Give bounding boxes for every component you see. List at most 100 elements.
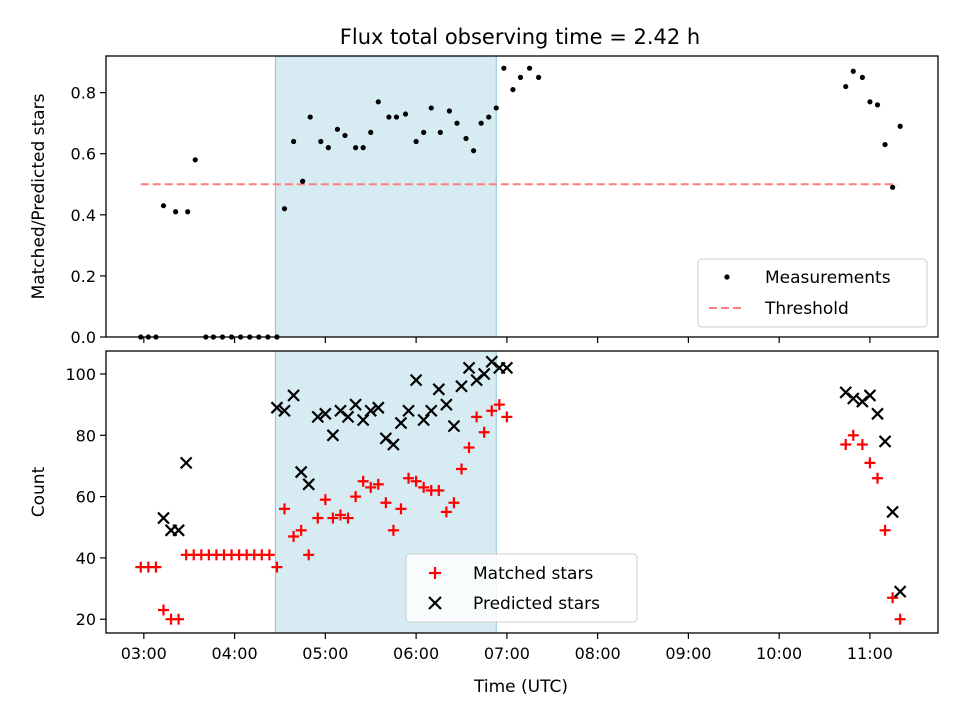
measurement-point [526,65,533,71]
y-tick-label: 0.0 [71,328,96,347]
y-tick-label: 60 [76,488,96,507]
measurement-point [850,68,856,74]
x-axis-label: Time (UTC) [473,677,568,697]
bottom-x-axis-ticks: 03:00 04:00 05:00 06:00 07:00 08:00 09:00 10:00… [121,633,893,663]
predicted-stars-point [462,361,476,375]
predicted-stars-point [326,429,340,442]
measurement-point [402,111,409,117]
y-tick-label: 0.6 [71,145,96,164]
predicted-stars-point [349,398,362,411]
predicted-stars-point [402,404,415,418]
predicted-stars-point [893,585,907,598]
predicted-stars-point [424,404,438,418]
y-tick-label: 20 [76,610,96,629]
matched-stars-point [319,494,331,506]
matched-stars-point [380,497,392,509]
predicted-stars-point [302,478,315,491]
measurement-point [342,132,348,139]
measurement-point [446,108,452,114]
matched-stars-point [455,463,467,475]
matched-stars-point [150,561,162,573]
measurement-point [493,105,499,111]
legend-predicted-label: Predicted stars [473,594,600,614]
matched-stars-point [173,613,185,625]
measurement-point [897,123,903,129]
measurement-point [463,135,469,142]
matched-stars-point [486,405,498,417]
matched-stars-point [342,512,354,524]
matched-stars-point [879,524,891,536]
chart-title: Flux total observing time = 2.42 h [340,25,700,49]
measurement-point [478,120,484,126]
measurement-point [843,83,849,90]
bottom-y-axis-ticks: 20 40 60 80 100 [65,365,106,629]
predicted-stars-point [417,413,430,427]
predicted-stars-point [179,456,193,470]
predicted-stars-point [311,410,325,424]
measurement-point [470,148,477,154]
measurement-point [882,141,888,148]
measurement-point [454,120,460,126]
predicted-stars-point [500,361,514,375]
predicted-stars-point [455,379,468,393]
matched-stars-point [501,411,513,423]
top-highlight-span [274,56,497,337]
matched-stars-point [440,506,452,518]
x-tick-label: 04:00 [212,644,258,663]
matched-stars-point [365,481,377,493]
bottom-predicted-points [157,355,907,598]
x-tick-label: 10:00 [756,644,802,663]
x-tick-label: 09:00 [665,644,711,663]
predicted-stars-point [172,524,185,537]
measurement-point [375,99,381,105]
y-tick-label: 0.8 [71,84,96,103]
measurement-point [334,126,341,132]
y-tick-label: 0.2 [71,267,96,286]
measurement-point [428,105,434,111]
matched-stars-point [350,491,362,503]
measurement-point [393,114,400,120]
y-tick-label: 40 [76,549,96,568]
predicted-stars-point [364,404,378,418]
matched-stars-point [840,438,852,450]
matched-stars-point [303,549,315,561]
measurement-point [307,114,313,120]
measurement-point [510,86,516,93]
predicted-stars-point [319,407,332,421]
matched-stars-point [871,472,883,484]
matched-stars-point [271,561,283,573]
measurement-point [501,65,507,71]
legend-threshold-label: Threshold [764,299,849,319]
matched-stars-point [312,512,324,524]
predicted-stars-point [270,401,284,414]
matched-stars-point [334,509,346,521]
measurement-point [192,157,198,163]
matched-stars-point [463,442,475,454]
legend-measurements-marker [724,274,730,280]
predicted-stars-point [387,438,400,451]
matched-stars-point [295,524,307,536]
bottom-plot-frame [105,350,939,634]
measurement-point [290,138,297,145]
measurement-point [160,203,167,209]
matched-stars-point [847,429,859,441]
legend-matched-marker [429,567,441,579]
predicted-stars-point [157,511,170,525]
predicted-stars-point [847,392,860,405]
predicted-stars-point [886,505,899,519]
measurement-point [318,138,324,145]
measurement-point [368,129,374,135]
x-tick-label: 11:00 [847,644,893,663]
measurement-point [890,184,896,190]
legend-measurements-label: Measurements [765,268,891,288]
matched-stars-point [433,484,445,496]
x-tick-label: 05:00 [302,644,348,663]
matched-stars-point [372,478,384,490]
predicted-stars-point [294,465,308,479]
measurement-point [859,74,865,80]
matched-stars-point [263,549,275,561]
matched-stars-point [471,411,483,423]
predicted-stars-point [394,416,408,430]
measurement-point [185,209,191,215]
bottom-matched-points [135,399,906,625]
